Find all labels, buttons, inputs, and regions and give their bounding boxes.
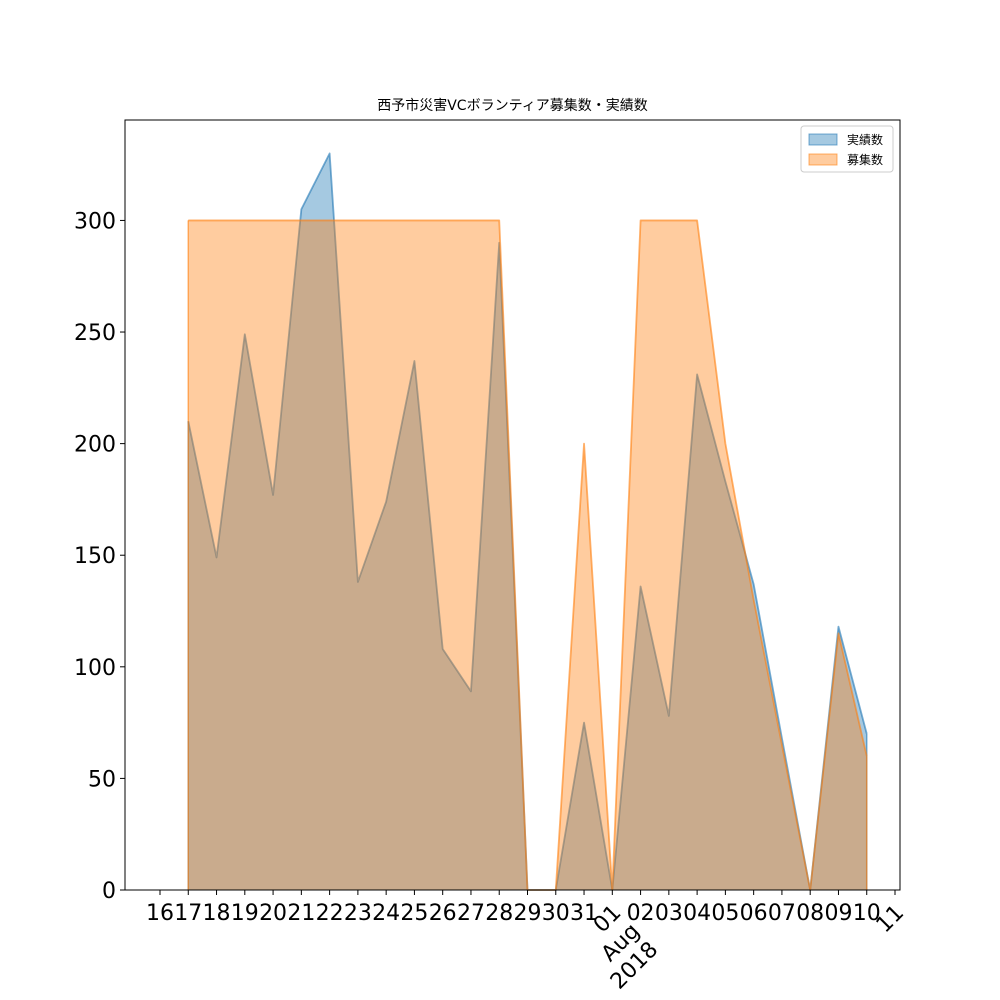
x-axis: 16 17 18 19 20 21 22 23 24 25 26 27 28 29 30 31 02 03 04 05… (146, 890, 909, 995)
x-tick-label: 23 (344, 901, 372, 926)
legend-swatch-0 (808, 133, 838, 146)
x-tick-label: 20 (259, 901, 287, 926)
series-area-0 (188, 153, 867, 890)
x-tick-label: 27 (457, 901, 485, 926)
x-tick-label: 05 (711, 901, 739, 926)
y-tick-label: 150 (74, 544, 116, 569)
x-tick-label: 10 (853, 901, 881, 926)
x-tick-label: 06 (740, 901, 768, 926)
x-tick-label: 16 (146, 901, 174, 926)
x-tick-label: 21 (287, 901, 315, 926)
x-tick-label: 07 (768, 901, 796, 926)
x-tick-label: 22 (316, 901, 344, 926)
x-tick-label: 04 (683, 901, 711, 926)
x-tick-label: 28 (485, 901, 513, 926)
y-tick-label: 200 (74, 433, 116, 458)
x-tick-label: 25 (400, 901, 428, 926)
series-area-1 (188, 220, 867, 890)
plot-frame (124, 119, 901, 891)
y-tick-label: 300 (74, 209, 116, 234)
legend-label-1: 募集数 (847, 152, 883, 167)
chart-title: 西予市災害VCボランティア募集数・実績数 (377, 97, 648, 114)
y-tick-label: 0 (102, 879, 116, 904)
legend-box (800, 125, 894, 173)
y-tick-label: 50 (88, 767, 116, 792)
x-tick-label: 19 (231, 901, 259, 926)
x-tick-label: 24 (372, 901, 400, 926)
x-tick-label: 02 (627, 901, 655, 926)
legend-swatch-1 (808, 153, 838, 166)
plot-background (125, 120, 900, 890)
x-tick-label: 26 (429, 901, 457, 926)
y-tick-label: 100 (74, 656, 116, 681)
x-tick-label: 30 (542, 901, 570, 926)
x-tick-label: 08 (796, 901, 824, 926)
x-tick-label: 31 (570, 901, 598, 926)
legend-label-0: 実績数 (847, 132, 883, 147)
x-tick-label: 09 (824, 901, 852, 926)
x-tick-label: 18 (203, 901, 231, 926)
y-tick-label: 250 (74, 321, 116, 346)
x-tick-label: 29 (514, 901, 542, 926)
x-tick-label: 03 (655, 901, 683, 926)
y-axis: 0 50 100 150 200 250 300 (74, 209, 125, 904)
x-tick-label: 17 (174, 901, 202, 926)
